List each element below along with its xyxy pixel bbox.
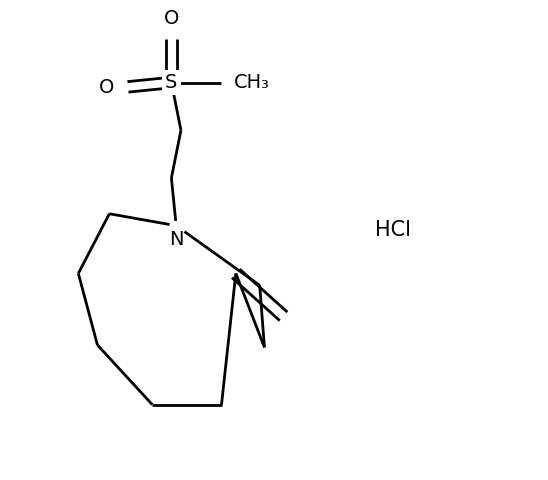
Text: N: N [169, 229, 184, 249]
Text: CH₃: CH₃ [233, 73, 269, 92]
Text: O: O [164, 9, 179, 28]
Text: S: S [165, 73, 178, 92]
Text: HCl: HCl [375, 220, 412, 240]
Text: O: O [99, 78, 114, 97]
